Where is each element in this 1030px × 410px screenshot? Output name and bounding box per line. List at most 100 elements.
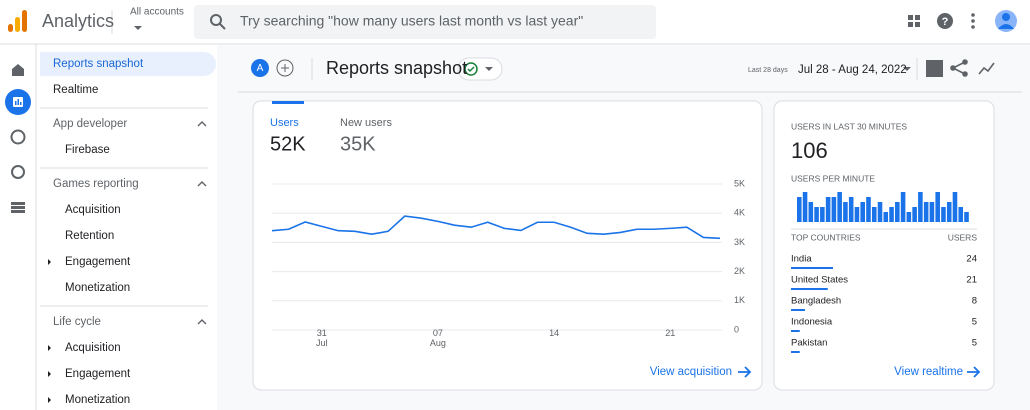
check-icon bbox=[464, 62, 478, 76]
home-icon[interactable] bbox=[12, 64, 24, 76]
collapse-icon bbox=[197, 181, 207, 187]
metric-tab-label[interactable]: Users bbox=[270, 117, 299, 129]
x-tick-label: 07 Aug bbox=[430, 328, 446, 348]
search-placeholder[interactable]: Try searching "how many users last month… bbox=[240, 13, 583, 29]
reports-icon-bars bbox=[15, 99, 22, 105]
country-users: 21 bbox=[966, 275, 977, 286]
date-label: Last 28 days bbox=[748, 67, 788, 74]
nav-active-bg bbox=[40, 52, 216, 76]
explore-icon[interactable] bbox=[10, 129, 26, 145]
bar bbox=[883, 212, 889, 222]
account-label[interactable]: All accounts bbox=[130, 7, 184, 18]
link-arrow[interactable] bbox=[738, 366, 752, 378]
table-header: USERS bbox=[948, 232, 978, 242]
expand-icon bbox=[48, 397, 51, 403]
advertising-icon[interactable] bbox=[11, 165, 25, 179]
country-bar bbox=[791, 330, 800, 332]
bar bbox=[912, 207, 917, 222]
profile-head bbox=[1002, 13, 1010, 21]
bar bbox=[814, 207, 819, 222]
country-users: 5 bbox=[972, 317, 977, 328]
collapse-icon bbox=[197, 121, 207, 127]
bar bbox=[929, 202, 935, 222]
country-users: 5 bbox=[972, 338, 977, 349]
bar bbox=[918, 192, 923, 222]
nav-item[interactable]: Monetization bbox=[65, 394, 130, 406]
add-glyph bbox=[281, 64, 289, 72]
country-name: Indonesia bbox=[791, 317, 833, 328]
x-tick-label: 31 Jul bbox=[316, 328, 328, 348]
bar bbox=[889, 207, 894, 222]
realtime-card bbox=[773, 100, 995, 391]
search-icon bbox=[210, 14, 226, 30]
expand-icon bbox=[48, 345, 51, 351]
date-range[interactable]: Jul 28 - Aug 24, 2022 bbox=[798, 64, 907, 76]
configure-icon[interactable] bbox=[11, 202, 25, 213]
date-dropdown[interactable] bbox=[903, 67, 911, 71]
bar bbox=[895, 202, 900, 222]
bar bbox=[964, 212, 969, 222]
users-card bbox=[252, 100, 763, 391]
country-bar bbox=[791, 267, 833, 269]
country-bar bbox=[791, 288, 828, 290]
nav-section[interactable]: Life cycle bbox=[53, 316, 101, 328]
bar bbox=[843, 202, 848, 222]
link[interactable]: View realtime bbox=[894, 366, 963, 378]
more-icon[interactable] bbox=[971, 13, 975, 29]
card-label: USERS IN LAST 30 MINUTES bbox=[791, 121, 907, 131]
nav-item[interactable]: Reports snapshot bbox=[53, 58, 144, 70]
check-glyph bbox=[467, 66, 475, 73]
comparison-avatar[interactable] bbox=[251, 59, 269, 77]
nav-item[interactable]: Acquisition bbox=[65, 342, 121, 354]
y-tick-label: 0 bbox=[734, 324, 739, 334]
search-box[interactable] bbox=[194, 5, 656, 39]
nav-section[interactable]: Games reporting bbox=[53, 178, 139, 190]
card-label: USERS PER MINUTE bbox=[791, 173, 875, 183]
chip-dropdown bbox=[485, 67, 493, 71]
table-header: TOP COUNTRIES bbox=[791, 232, 861, 242]
customize-icon[interactable] bbox=[926, 60, 943, 77]
realtime-value: 106 bbox=[791, 138, 828, 163]
help-glyph: ? bbox=[942, 16, 949, 28]
page-title: Reports snapshot bbox=[326, 58, 467, 78]
line-series bbox=[271, 215, 721, 240]
y-tick-label: 4K bbox=[734, 208, 745, 218]
nav-item[interactable]: Engagement bbox=[65, 256, 131, 268]
share-icon[interactable] bbox=[950, 59, 968, 77]
bar bbox=[935, 192, 940, 222]
bar bbox=[808, 202, 814, 222]
bar bbox=[871, 207, 877, 222]
apps-icon[interactable] bbox=[908, 15, 920, 27]
bar bbox=[825, 197, 831, 222]
nav-item[interactable]: Monetization bbox=[65, 282, 130, 294]
nav-item[interactable]: Realtime bbox=[53, 84, 98, 96]
bar bbox=[837, 192, 842, 222]
country-name: India bbox=[791, 254, 812, 265]
bar bbox=[831, 197, 837, 222]
bar bbox=[797, 197, 802, 222]
nav-item[interactable]: Firebase bbox=[65, 144, 110, 156]
bar bbox=[860, 202, 865, 222]
tab-indicator bbox=[272, 101, 304, 104]
country-bar bbox=[791, 309, 805, 311]
y-tick-label: 3K bbox=[734, 237, 745, 247]
nav-item[interactable]: Engagement bbox=[65, 368, 131, 380]
metric-tab-label[interactable]: New users bbox=[340, 117, 392, 129]
metric-tab-value: 52K bbox=[270, 133, 306, 155]
add-comparison[interactable] bbox=[276, 59, 294, 77]
bar bbox=[854, 207, 860, 222]
nav-item[interactable]: Acquisition bbox=[65, 204, 121, 216]
bar bbox=[848, 197, 854, 222]
insights-icon[interactable] bbox=[978, 62, 995, 75]
link[interactable]: View acquisition bbox=[650, 366, 732, 378]
nav-section[interactable]: App developer bbox=[53, 118, 127, 130]
bar bbox=[941, 207, 946, 222]
link-arrow[interactable] bbox=[967, 366, 981, 378]
nav-item[interactable]: Retention bbox=[65, 230, 114, 242]
x-tick-label: 21 bbox=[665, 328, 675, 338]
help-icon[interactable] bbox=[937, 13, 953, 29]
country-name: Bangladesh bbox=[791, 296, 841, 307]
account-dropdown[interactable] bbox=[134, 26, 142, 30]
x-tick-label: 14 bbox=[549, 328, 559, 338]
